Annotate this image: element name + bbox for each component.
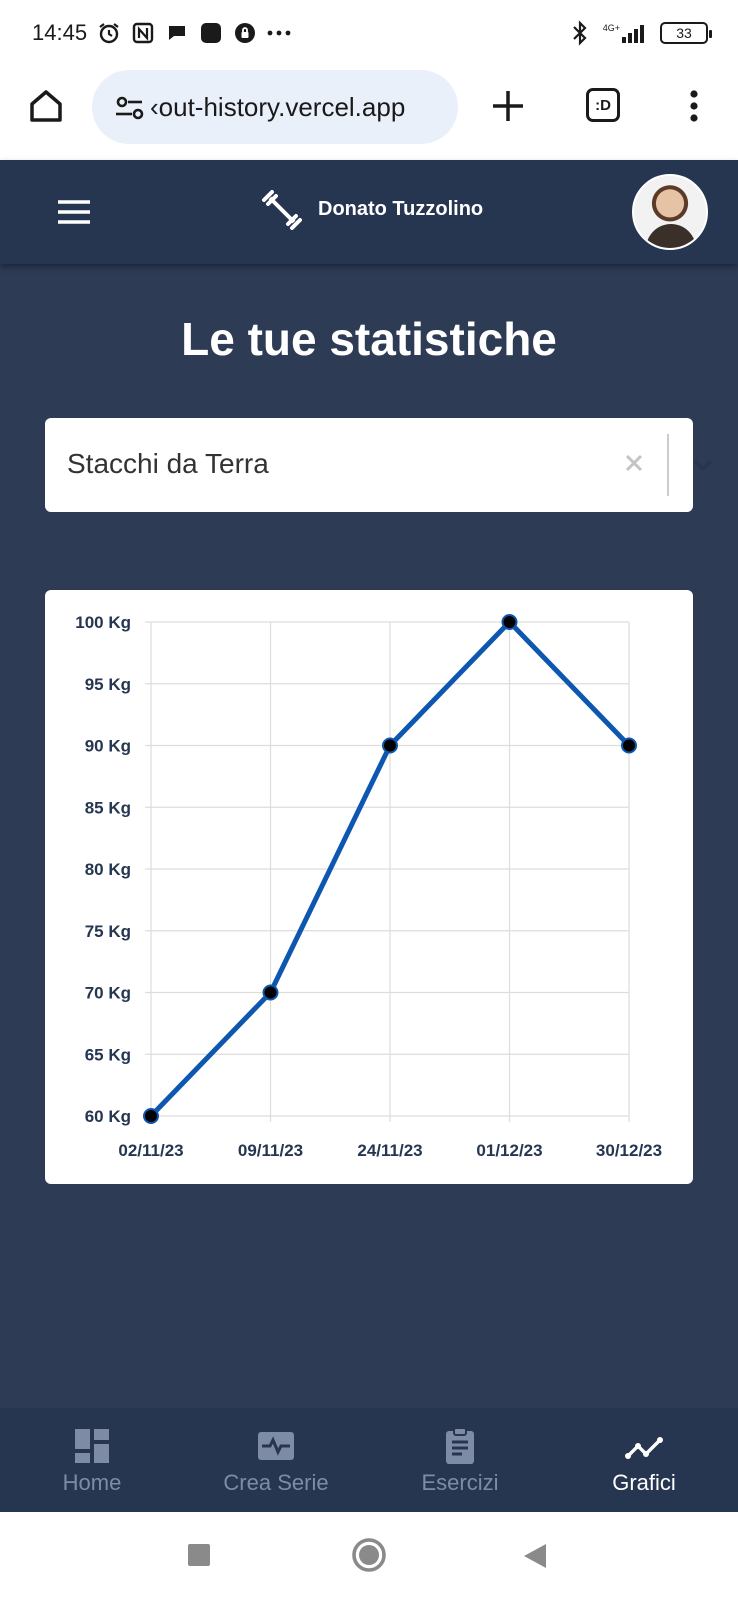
- site-settings-icon[interactable]: [114, 94, 146, 122]
- address-bar[interactable]: ‹out-history.vercel.app: [92, 70, 458, 144]
- network-type: 4G+: [602, 23, 620, 33]
- app-square-icon: [198, 20, 224, 46]
- system-navigation-bar: [0, 1512, 738, 1600]
- nav-label-grafici: Grafici: [612, 1470, 676, 1495]
- data-point: [382, 737, 398, 754]
- chart-line-icon: [624, 1426, 664, 1466]
- x-tick-label: 09/11/23: [238, 1141, 303, 1160]
- lock-circle-icon: [232, 20, 258, 46]
- browser-menu-icon[interactable]: [684, 86, 704, 126]
- avatar[interactable]: [632, 174, 708, 250]
- chat-bubble-icon: [164, 20, 190, 46]
- data-point: [621, 737, 637, 754]
- select-separator: [667, 434, 669, 496]
- bluetooth-icon: [567, 20, 593, 46]
- x-tick-label: 30/12/23: [596, 1141, 662, 1160]
- data-point: [143, 1108, 159, 1124]
- browser-toolbar: ‹out-history.vercel.app :D: [0, 68, 738, 160]
- y-tick-label: 100 Kg: [75, 613, 131, 632]
- clear-icon[interactable]: [619, 448, 649, 478]
- battery-level: 33: [676, 25, 692, 41]
- y-tick-label: 75 Kg: [85, 922, 131, 941]
- data-point: [262, 984, 279, 1001]
- avatar-figure: [646, 224, 696, 248]
- nav-label-crea-serie: Crea Serie: [223, 1470, 329, 1495]
- status-notification-icons: [96, 20, 292, 46]
- data-point: [501, 614, 518, 630]
- clipboard-icon: [440, 1426, 480, 1466]
- nav-item-home[interactable]: Home: [0, 1408, 184, 1512]
- header-user-name: Donato Tuzzolino: [318, 198, 484, 220]
- dumbbell-icon: [260, 188, 304, 232]
- y-tick-label: 60 Kg: [85, 1107, 131, 1126]
- exercise-select-value: Stacchi da Terra: [67, 448, 269, 479]
- signal-icon: 4G+: [603, 23, 650, 43]
- back-icon[interactable]: [522, 1542, 548, 1570]
- home-icon[interactable]: [24, 84, 68, 128]
- chevron-down-icon[interactable]: [687, 450, 719, 480]
- bottom-navigation: Home Crea Serie Esercizi Grafici: [0, 1408, 738, 1512]
- hamburger-menu-icon[interactable]: [56, 198, 92, 226]
- y-tick-label: 90 Kg: [85, 737, 131, 756]
- nav-item-esercizi[interactable]: Esercizi: [368, 1408, 552, 1512]
- tab-switcher-button[interactable]: :D: [586, 88, 620, 122]
- status-bar: 14:45 4G+ 33: [0, 0, 738, 68]
- exercise-select[interactable]: Stacchi da Terra: [45, 418, 713, 512]
- app-header: Donato Tuzzolino: [0, 160, 738, 264]
- y-tick-label: 80 Kg: [85, 860, 131, 879]
- nav-label-esercizi: Esercizi: [421, 1470, 499, 1495]
- system-home-icon[interactable]: [350, 1536, 388, 1574]
- nav-label-home: Home: [62, 1470, 122, 1495]
- stats-chart-card: 60 Kg 65 Kg 70 Kg 75 Kg 80 Kg 85 Kg 90 Kg 95 Kg…: [45, 590, 693, 1184]
- nav-item-crea-serie[interactable]: Crea Serie: [184, 1408, 368, 1512]
- y-tick-label: 85 Kg: [85, 798, 131, 817]
- y-tick-label: 65 Kg: [85, 1045, 131, 1064]
- y-tick-label: 70 Kg: [85, 984, 131, 1003]
- battery-icon: 33: [660, 22, 712, 44]
- url-text: ‹out-history.vercel.app: [150, 92, 406, 122]
- page-title: Le tue statistiche: [181, 313, 557, 365]
- activity-icon: [256, 1426, 296, 1466]
- status-system-icons: 4G+ 33: [567, 20, 712, 46]
- nfc-icon: [130, 20, 156, 46]
- stats-line-chart: 60 Kg 65 Kg 70 Kg 75 Kg 80 Kg 85 Kg 90 Kg 95 Kg…: [75, 613, 662, 1160]
- x-tick-label: 24/11/23: [357, 1141, 422, 1160]
- more-notifications-icon: [266, 20, 292, 46]
- nav-item-grafici[interactable]: Grafici: [552, 1408, 736, 1512]
- recent-apps-icon[interactable]: [188, 1544, 210, 1566]
- new-tab-icon[interactable]: [488, 86, 528, 126]
- y-tick-label: 95 Kg: [85, 675, 131, 694]
- x-tick-label: 01/12/23: [476, 1141, 542, 1160]
- dashboard-icon: [72, 1426, 112, 1466]
- status-time: 14:45: [32, 20, 88, 45]
- alarm-icon: [96, 20, 122, 46]
- x-tick-label: 02/11/23: [118, 1141, 183, 1160]
